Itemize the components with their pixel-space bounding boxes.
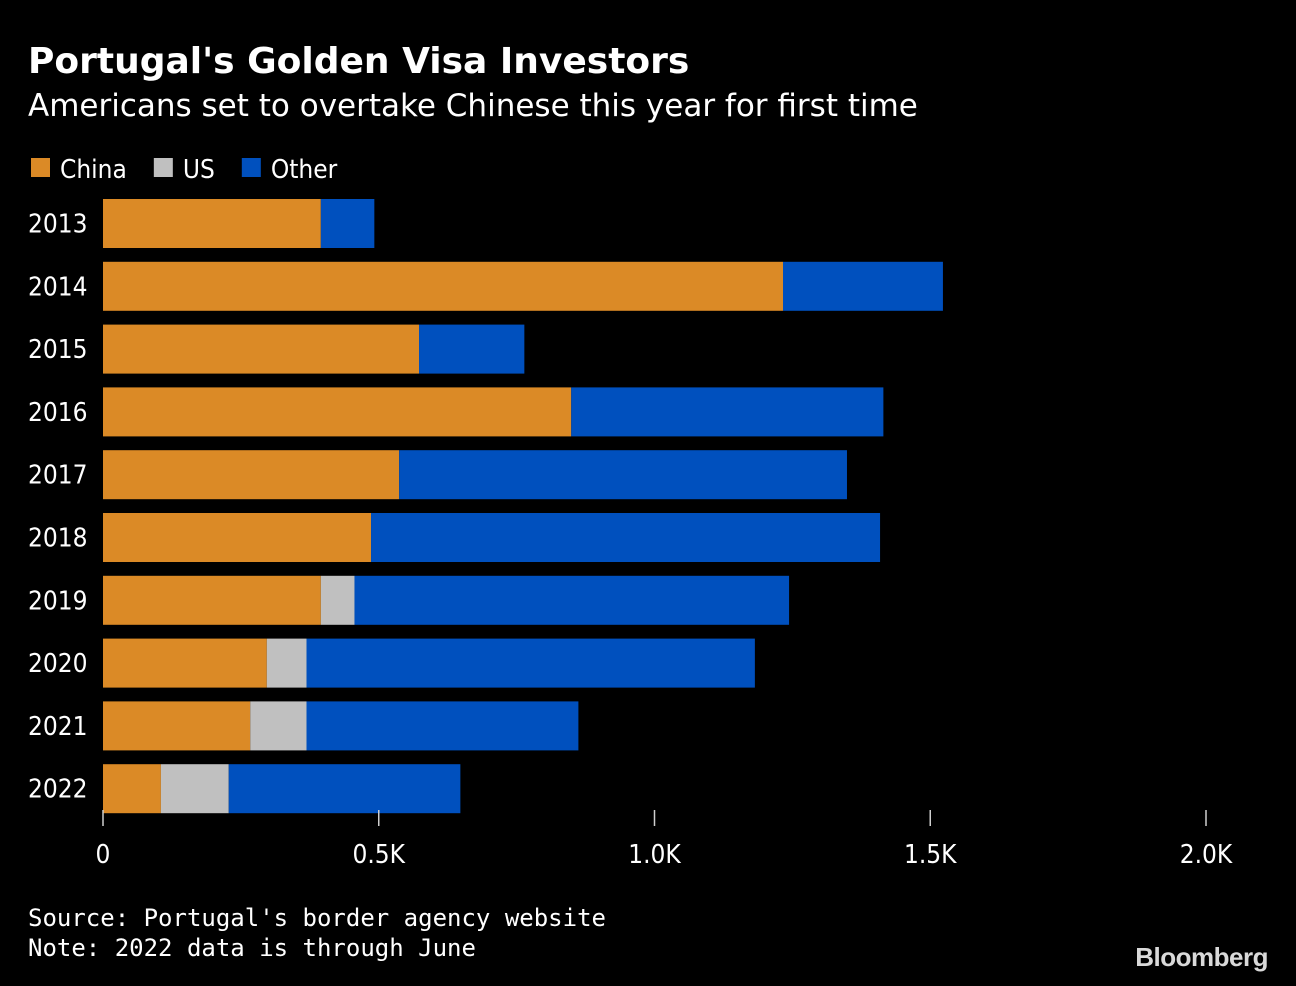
- data-note: Note: 2022 data is through June: [28, 934, 476, 962]
- chart-subtitle: Americans set to overtake Chinese this y…: [28, 88, 918, 124]
- y-tick-label-2013: 2013: [28, 210, 88, 240]
- x-tick-label-1.0K: 1.0K: [628, 840, 681, 870]
- bar-us-2019: [320, 575, 355, 625]
- y-tick-label-2017: 2017: [28, 461, 88, 491]
- y-tick-label-2021: 2021: [28, 712, 88, 742]
- bar-other-2019: [354, 575, 790, 625]
- legend-swatch-other: [241, 158, 261, 177]
- y-tick-label-2019: 2019: [28, 586, 88, 616]
- bar-us-2020: [266, 638, 307, 688]
- bar-china-2015: [103, 324, 420, 374]
- bar-china-2013: [103, 199, 321, 248]
- y-tick-label-2022: 2022: [28, 775, 88, 805]
- bar-china-2019: [103, 575, 321, 625]
- bar-china-2016: [103, 387, 572, 437]
- y-tick-label-2014: 2014: [28, 272, 88, 302]
- legend-swatch-us: [153, 158, 173, 177]
- legend-label-us: US: [183, 155, 215, 185]
- x-tick-label-0: 0: [96, 840, 111, 870]
- bar-other-2016: [571, 387, 884, 437]
- y-tick-label-2016: 2016: [28, 398, 88, 428]
- bar-china-2018: [103, 513, 372, 562]
- bar-other-2017: [399, 450, 847, 500]
- bar-other-2018: [371, 513, 881, 562]
- source-note: Source: Portugal's border agency website: [28, 904, 606, 932]
- bar-china-2017: [103, 450, 400, 500]
- y-tick-label-2018: 2018: [28, 524, 88, 554]
- bar-other-2014: [782, 261, 943, 311]
- y-tick-label-2015: 2015: [28, 335, 88, 365]
- legend-label-china: China: [60, 155, 127, 185]
- bloomberg-logo: Bloomberg: [1135, 942, 1268, 972]
- bar-china-2022: [103, 764, 161, 814]
- bar-other-2013: [320, 199, 375, 248]
- y-tick-label-2020: 2020: [28, 649, 88, 679]
- bar-china-2020: [103, 638, 267, 688]
- bar-china-2021: [103, 701, 251, 751]
- bar-us-2022: [160, 764, 229, 814]
- x-tick-label-1.5K: 1.5K: [904, 840, 957, 870]
- x-tick-label-0.5K: 0.5K: [352, 840, 405, 870]
- bar-china-2014: [103, 261, 783, 311]
- legend-swatch-china: [31, 158, 50, 177]
- x-tick-label-2.0K: 2.0K: [1180, 840, 1233, 870]
- bar-other-2020: [306, 638, 755, 688]
- chart-title: Portugal's Golden Visa Investors: [28, 41, 690, 82]
- legend-label-other: Other: [271, 155, 338, 185]
- bar-us-2021: [250, 701, 307, 751]
- stacked-bar-chart: China US Other 2013 2014 2015 2016 2017 2018 2019…: [28, 155, 1233, 870]
- bar-other-2021: [306, 701, 579, 751]
- bar-other-2022: [228, 764, 461, 814]
- bar-other-2015: [419, 324, 525, 374]
